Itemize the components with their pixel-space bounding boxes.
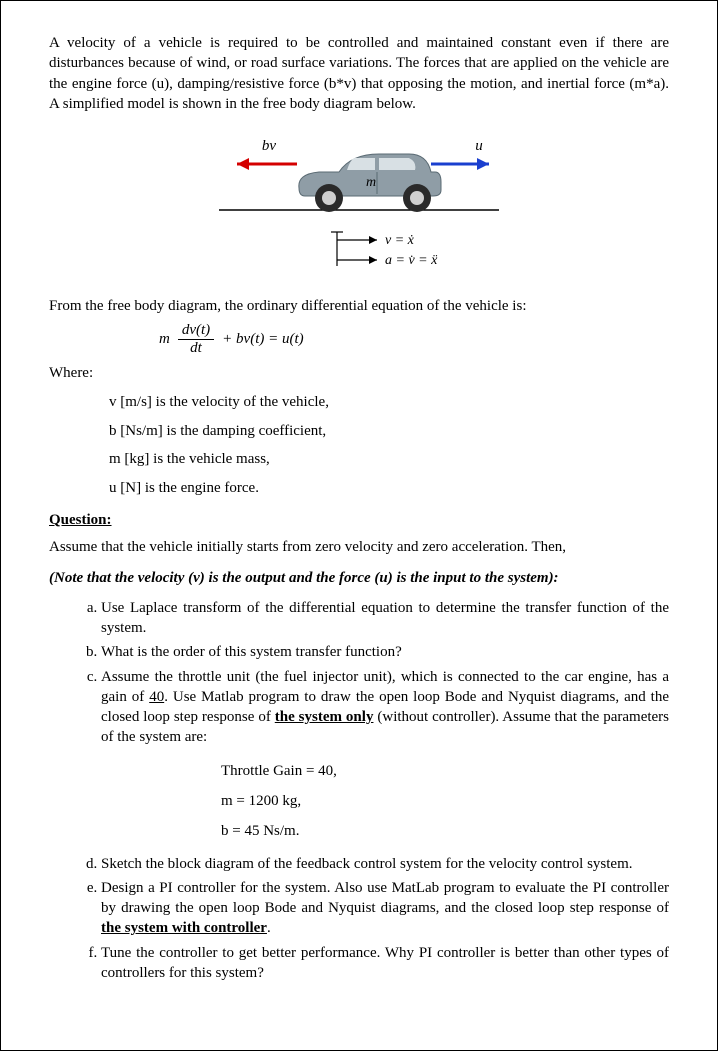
- question-c: Assume the throttle unit (the fuel injec…: [101, 667, 669, 846]
- param-mass: m = 1200 kg,: [221, 786, 669, 816]
- where-label: Where:: [49, 365, 669, 382]
- label-a-eq: a = v̇ = ẍ: [385, 253, 438, 268]
- where-list: v [m/s] is the velocity of the vehicle, …: [109, 388, 669, 502]
- question-b: What is the order of this system transfe…: [101, 642, 669, 662]
- eq-denominator: dt: [186, 340, 206, 357]
- eq-m: m: [159, 331, 170, 348]
- question-header: Question:: [49, 512, 669, 529]
- ode-equation: m dv(t) dt + bv(t) = u(t): [159, 322, 669, 357]
- where-item: m [kg] is the vehicle mass,: [109, 445, 669, 474]
- label-u: u: [475, 138, 483, 154]
- question-e: Design a PI controller for the system. A…: [101, 878, 669, 939]
- params-block: Throttle Gain = 40, m = 1200 kg, b = 45 …: [221, 756, 669, 846]
- param-throttle: Throttle Gain = 40,: [221, 756, 669, 786]
- intro-paragraph: A velocity of a vehicle is required to b…: [49, 33, 669, 114]
- q-e-pre: Design a PI controller for the system. A…: [101, 880, 669, 916]
- q-c-gain: 40: [149, 689, 164, 705]
- q-c-bold: the system only: [275, 709, 374, 725]
- where-item: b [Ns/m] is the damping coefficient,: [109, 417, 669, 446]
- eq-rest: + bv(t) = u(t): [222, 331, 303, 348]
- where-item: u [N] is the engine force.: [109, 474, 669, 503]
- question-a: Use Laplace transform of the differentia…: [101, 598, 669, 639]
- free-body-diagram: bv u m: [49, 132, 669, 282]
- where-item: v [m/s] is the velocity of the vehicle,: [109, 388, 669, 417]
- document-page: A velocity of a vehicle is required to b…: [0, 0, 718, 1051]
- param-damping: b = 45 Ns/m.: [221, 816, 669, 846]
- coord-axes: v = ẋ a = v̇ = ẍ: [331, 232, 438, 268]
- eq-numerator: dv(t): [178, 322, 214, 339]
- note-text: (Note that the velocity (v) is the outpu…: [49, 568, 669, 588]
- assume-text: Assume that the vehicle initially starts…: [49, 537, 669, 557]
- label-v-eq: v = ẋ: [385, 233, 415, 248]
- question-d: Sketch the block diagram of the feedback…: [101, 854, 669, 874]
- label-m: m: [366, 175, 376, 190]
- q-e-post: .: [267, 920, 271, 936]
- question-list: Use Laplace transform of the differentia…: [49, 598, 669, 983]
- q-e-bold: the system with controller: [101, 920, 267, 936]
- label-bv: bv: [262, 138, 277, 154]
- car-diagram-svg: bv u m: [179, 132, 539, 282]
- after-figure-text: From the free body diagram, the ordinary…: [49, 296, 669, 316]
- eq-fraction: dv(t) dt: [178, 322, 214, 357]
- car-body-group: m: [299, 154, 441, 212]
- question-f: Tune the controller to get better perfor…: [101, 943, 669, 984]
